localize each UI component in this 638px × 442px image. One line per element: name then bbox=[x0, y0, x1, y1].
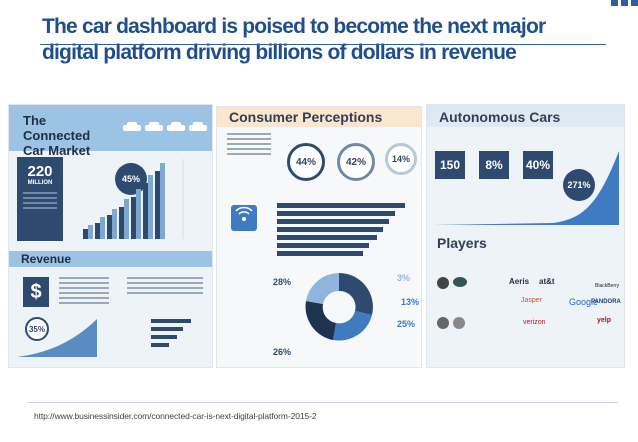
top-accent-bars bbox=[608, 0, 638, 6]
panel-header: Consumer Perceptions bbox=[217, 107, 421, 127]
revenue-hbars bbox=[151, 319, 191, 347]
signal-icon bbox=[231, 205, 257, 231]
title-divider bbox=[40, 44, 606, 45]
dollar-sign-icon: $ bbox=[23, 277, 49, 307]
consumer-perceptions-panel: Consumer Perceptions 44% 42% 14% bbox=[216, 106, 422, 368]
revenue-area-chart bbox=[17, 319, 97, 357]
revenue-title: Revenue bbox=[21, 252, 72, 266]
donut-label-4: 13% bbox=[401, 297, 420, 307]
automaker-logos bbox=[435, 273, 485, 353]
accent-bar bbox=[631, 0, 638, 6]
autonomous-growth-circle: 271% bbox=[563, 169, 595, 201]
donut-label-1: 28% bbox=[273, 277, 292, 287]
panel-title: Consumer Perceptions bbox=[229, 109, 383, 125]
perception-circle-2: 42% bbox=[337, 143, 375, 181]
revenue-text-block-2 bbox=[127, 277, 203, 307]
panel-title: The Connected Car Market bbox=[23, 113, 91, 158]
units-stat-value: 220 bbox=[27, 163, 53, 180]
slide-title: The car dashboard is poised to become th… bbox=[42, 15, 546, 64]
source-caption: http://www.businessinsider.com/connected… bbox=[34, 411, 317, 421]
text-block bbox=[227, 133, 271, 177]
logo-jasper: Jasper bbox=[521, 297, 543, 304]
autonomous-stat-2: 8% bbox=[479, 151, 509, 179]
logo-att: at&t bbox=[539, 277, 555, 286]
units-stat-unit: MILLION bbox=[27, 180, 53, 186]
revenue-header: Revenue bbox=[9, 251, 212, 267]
revenue-text-block bbox=[59, 277, 109, 311]
autonomous-stat-3: 40% bbox=[523, 151, 553, 179]
panel-header: Autonomous Cars bbox=[427, 105, 624, 127]
autonomous-cars-panel: Autonomous Cars 150 8% 40% 271% Players … bbox=[426, 104, 625, 368]
logo-pandora: PANDORA bbox=[591, 299, 621, 305]
units-stat-box: 220 MILLION bbox=[17, 157, 63, 241]
accent-bar bbox=[611, 0, 618, 6]
autonomous-growth-chart bbox=[433, 151, 619, 225]
revenue-circle: 35% bbox=[25, 317, 49, 341]
perception-donut-chart bbox=[305, 273, 373, 341]
perception-circle-1: 44% bbox=[287, 143, 325, 181]
logo-google: Google bbox=[569, 297, 599, 307]
growth-circle: 45% bbox=[115, 163, 147, 195]
panel-title: Autonomous Cars bbox=[439, 109, 561, 125]
donut-label-2: 26% bbox=[273, 347, 292, 357]
logo-verizon: verizon bbox=[523, 319, 546, 326]
logo-blackberry: BlackBerry bbox=[595, 283, 620, 289]
perception-hbars bbox=[277, 203, 405, 256]
donut-label-5: 25% bbox=[397, 319, 416, 329]
accent-bar bbox=[621, 0, 628, 6]
infographic-collage: The Connected Car Market 220 MILLION 45% bbox=[8, 104, 625, 368]
car-icons bbox=[123, 122, 207, 131]
logo-yelp: yelp bbox=[597, 317, 612, 324]
logo-aeris: Aeris bbox=[509, 277, 530, 286]
perception-circle-3: 14% bbox=[385, 143, 417, 175]
players-title: Players bbox=[437, 235, 487, 251]
donut-label-3: 3% bbox=[397, 273, 411, 283]
footer-divider bbox=[28, 402, 618, 403]
market-bar-chart bbox=[83, 159, 184, 239]
connected-car-market-panel: The Connected Car Market 220 MILLION 45% bbox=[8, 104, 213, 368]
autonomous-stat-1: 150 bbox=[435, 151, 465, 179]
